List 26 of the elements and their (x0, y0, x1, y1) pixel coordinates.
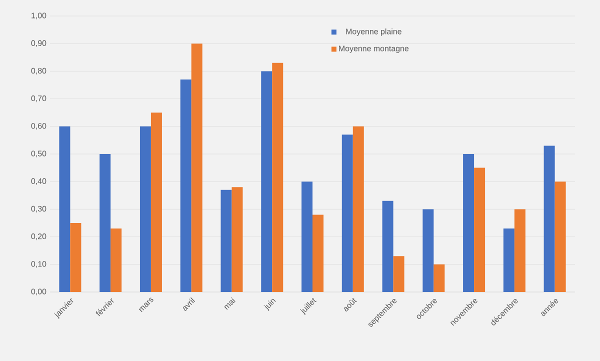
bar (100, 154, 111, 292)
bar (272, 62, 284, 292)
bar (312, 214, 324, 292)
bar (150, 112, 162, 292)
bar (110, 228, 122, 292)
bar (180, 79, 192, 292)
bar (422, 209, 434, 292)
bar (302, 182, 313, 292)
bar (514, 209, 526, 292)
bar (474, 168, 486, 292)
bar (261, 71, 272, 292)
bar (140, 126, 151, 292)
bar (393, 256, 404, 292)
bar (554, 182, 566, 292)
bar (342, 134, 353, 292)
bar (220, 190, 232, 292)
bar (434, 264, 445, 292)
bar (59, 126, 70, 292)
bar (70, 223, 82, 292)
bar (352, 126, 364, 292)
bar (503, 228, 514, 292)
bar (463, 154, 474, 292)
bar (544, 146, 555, 292)
bar (232, 187, 243, 292)
bar (191, 44, 202, 292)
bar (382, 200, 394, 292)
